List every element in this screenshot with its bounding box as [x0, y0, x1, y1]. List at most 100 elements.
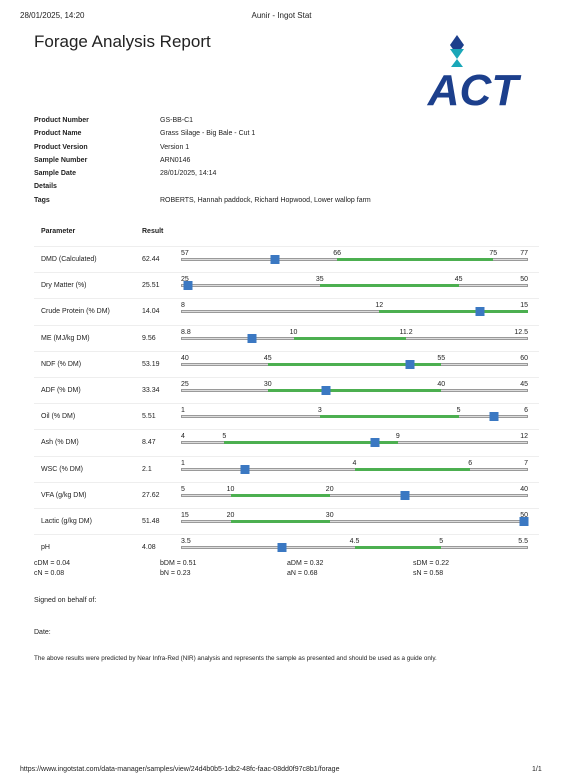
tick-label: 8.8 [181, 328, 191, 336]
table-row: DMD (Calculated) 62.44 57 66 75 77 [34, 246, 539, 272]
info-row: Product Name Grass Silage - Big Bale - Cu… [34, 130, 534, 143]
tick-label: 20 [325, 485, 334, 493]
tick-label: 12 [520, 433, 528, 441]
tick-label: 12 [375, 302, 384, 310]
info-value: Version 1 [160, 143, 190, 151]
info-value: Grass Silage - Big Bale - Cut 1 [160, 130, 256, 138]
tick-label: 30 [263, 380, 272, 388]
table-row: Dry Matter (%) 25.51 25 35 45 50 [34, 272, 539, 298]
parameter-result: 27.62 [142, 491, 160, 499]
window-title: Aunir - Ingot Stat [251, 11, 312, 20]
result-marker [400, 490, 410, 500]
info-label: Sample Date [34, 170, 77, 178]
coefficient-value: cDM = 0.04 [34, 560, 70, 567]
tick-label: 5 [222, 433, 227, 441]
result-marker [519, 516, 528, 526]
range-bar: 40 45 55 60 [181, 352, 528, 377]
coefficient-value: bDM = 0.51 [160, 560, 197, 567]
range-bar: 4 5 9 12 [181, 430, 528, 455]
result-marker [489, 412, 499, 422]
coefficient-row: cN = 0.08 bN = 0.23 aN = 0.68 sN = 0.58 [34, 570, 514, 580]
info-row: Sample Number ARN0146 [34, 157, 534, 170]
info-label: Sample Number [34, 156, 88, 164]
coefficient-value: cN = 0.08 [34, 570, 65, 577]
tick-label: 7 [524, 459, 528, 467]
target-range [337, 258, 494, 261]
page-number: 1/1 [532, 766, 542, 773]
tick-label: 3.5 [181, 538, 191, 546]
info-label: Product Number [34, 117, 89, 124]
act-logo: ACT [427, 35, 522, 109]
tick-label: 6 [524, 407, 528, 415]
target-range [224, 441, 398, 445]
target-range [230, 493, 330, 497]
tick-label: 40 [181, 354, 189, 362]
tick-label: 9 [395, 433, 400, 441]
header-result: Result [142, 228, 164, 235]
result-marker [270, 255, 280, 264]
result-marker [240, 464, 250, 474]
result-marker [370, 438, 380, 448]
target-range [354, 546, 442, 550]
tick-label: 15 [520, 302, 528, 310]
disclaimer: The above results were predicted by Near… [34, 655, 437, 662]
tick-label: 35 [315, 276, 324, 284]
range-bar: 15 20 30 50 [181, 509, 528, 534]
info-label: Tags [34, 196, 50, 204]
range-bar: 8 12 15 [181, 299, 528, 324]
table-row: NDF (% DM) 53.19 40 45 55 60 [34, 350, 539, 377]
results-rows: DMD (Calculated) 62.44 57 66 75 77 Dry Matter … [34, 246, 539, 560]
tick-label: 11.2 [399, 328, 413, 336]
tick-label: 1 [181, 407, 185, 415]
info-label: Product Name [34, 130, 82, 138]
tick-label: 3 [317, 407, 322, 415]
range-bar: 25 35 45 50 [181, 273, 528, 298]
tick-label: 60 [520, 354, 528, 362]
tick-label: 45 [520, 380, 528, 388]
parameter-name: DMD (Calculated) [41, 256, 97, 263]
parameter-result: 25.51 [142, 282, 160, 290]
coefficient-value: aDM = 0.32 [287, 560, 324, 567]
parameter-name: Crude Protein (% DM) [41, 308, 110, 316]
logo-text: ACT [427, 66, 522, 109]
tick-label: 40 [520, 485, 528, 493]
signed-label: Signed on behalf of: [34, 597, 97, 604]
coefficient-row: cDM = 0.04 bDM = 0.51 aDM = 0.32 sDM = 0.22 [34, 560, 514, 570]
range-track [181, 493, 528, 497]
info-value: ARN0146 [160, 156, 191, 164]
parameter-name: Ash (% DM) [41, 439, 79, 447]
tick-label: 1 [181, 459, 185, 467]
target-range [379, 310, 528, 314]
table-row: Oil (% DM) 5.51 1 3 5 6 [34, 403, 539, 429]
table-row: ADF (% DM) 33.34 25 30 40 45 [34, 376, 539, 403]
table-row: WSC (% DM) 2.1 1 4 6 7 [34, 455, 539, 482]
info-row: Tags ROBERTS, Hannah paddock, Richard Hop… [34, 197, 534, 210]
range-bar: 3.5 4.5 5 5.5 [181, 535, 528, 560]
range-bar: 5 10 20 40 [181, 483, 528, 508]
info-row: Product Number GS-BB-C1 [34, 117, 534, 130]
header-parameter: Parameter [41, 228, 76, 235]
tick-label: 10 [226, 485, 235, 493]
tick-label: 5 [439, 538, 444, 546]
tick-label: 40 [437, 380, 446, 388]
table-row: pH 4.08 3.5 4.5 5 5.5 [34, 534, 539, 560]
parameter-name: VFA (g/kg DM) [41, 491, 87, 499]
target-range [267, 388, 442, 392]
range-bar: 25 30 40 45 [181, 378, 528, 403]
tick-label: 4 [181, 433, 185, 441]
tick-label: 5 [456, 407, 461, 415]
footer-url[interactable]: https://www.ingotstat.com/data-manager/s… [20, 766, 340, 773]
parameter-result: 5.51 [142, 413, 156, 421]
range-bar: 57 66 75 77 [181, 247, 528, 272]
range-bar: 1 4 6 7 [181, 457, 528, 482]
tick-label: 4.5 [349, 538, 360, 546]
coefficient-value: sN = 0.58 [413, 570, 444, 577]
tick-label: 77 [520, 250, 528, 257]
info-row: Product Version Version 1 [34, 144, 534, 157]
tick-label: 5 [181, 485, 185, 493]
tick-label: 25 [181, 380, 189, 388]
tick-label: 50 [520, 511, 528, 519]
tick-label: 10 [289, 328, 298, 336]
tick-label: 30 [325, 511, 334, 519]
parameter-result: 2.1 [142, 465, 152, 473]
